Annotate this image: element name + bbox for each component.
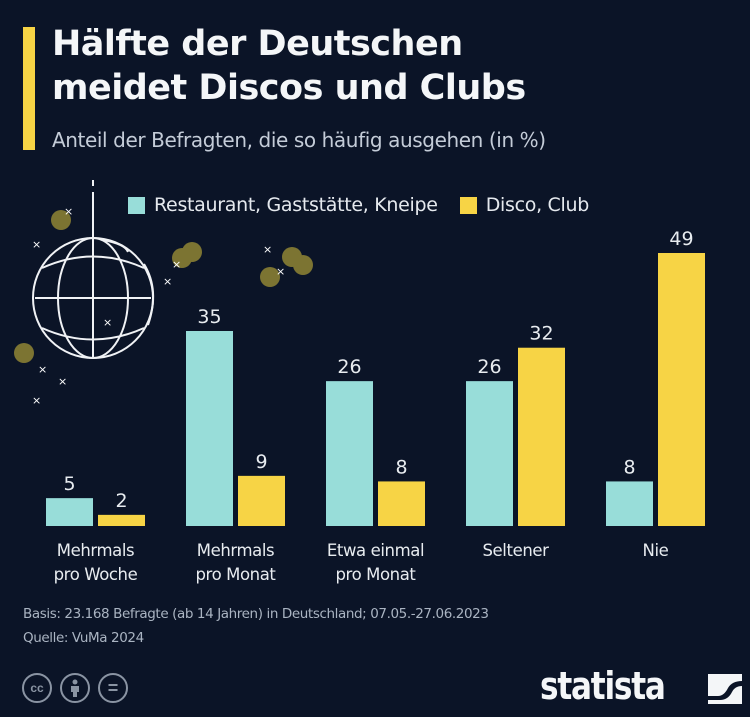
disco-ball-shine [143,263,155,326]
value-labels: 5 2 35 9 26 8 26 32 8 49 [63,228,693,512]
sparkle-x-icon: × [58,375,67,388]
value-label: 8 [395,456,407,478]
bar-restaurant [466,381,513,526]
legend-swatch-disco [459,196,477,214]
bar-disco [658,253,705,526]
category-label: Seltener [482,541,549,560]
category-label: Mehrmals [57,541,135,560]
title-line-2: meidet Discos und Clubs [52,68,526,108]
legend-swatch-restaurant [128,196,145,214]
bar-disco [518,347,565,526]
statista-logo-text: statista [540,664,666,708]
by-icon[interactable] [60,673,90,703]
category-label: pro Monat [335,565,416,584]
sparkle-x-icon: × [103,316,112,329]
footer-source: Quelle: VuMa 2024 [23,630,144,646]
bar-disco [98,514,145,526]
value-label: 8 [623,456,635,478]
legend-item-restaurant: Restaurant, Gaststätte, Kneipe [128,194,438,216]
sparkle-x-icon: × [38,363,47,376]
footer-basis: Basis: 23.168 Befragte (ab 14 Jahren) in… [23,606,489,622]
legend-label-restaurant: Restaurant, Gaststätte, Kneipe [154,194,438,216]
category-label: pro Woche [54,565,138,584]
bar-disco [238,475,285,526]
bar-restaurant [606,481,653,526]
sparkle-x-icon: × [163,275,172,288]
category-labels: Mehrmals pro Woche Mehrmals pro Monat Etwa e… [54,541,669,584]
bar-restaurant [186,331,233,526]
sparkles [14,210,313,363]
sparkle-x-icon: × [32,394,41,407]
disco-ball-latitude [41,255,145,269]
category-label: Mehrmals [197,541,275,560]
value-label: 26 [337,356,361,378]
disco-ball-latitude [41,327,145,341]
value-label: 32 [529,323,553,345]
category-label: Nie [643,541,669,560]
value-label: 2 [115,490,127,512]
sparkle-x-icon: × [276,265,285,278]
disco-ball-illustration [32,180,155,359]
license-icons: cc = [22,673,128,703]
sparkle-x-icon: × [263,243,272,256]
statista-logo-mark-icon [708,674,742,704]
light-dot [51,210,71,230]
light-dot [182,242,202,262]
value-label: 9 [255,451,267,473]
statista-logo[interactable]: statista [540,664,742,708]
sparkle-crosses: × × × × × × × × × × [32,205,285,407]
nd-icon[interactable]: = [98,673,128,703]
legend-item-disco: Disco, Club [459,194,590,216]
title-line-1: Hälfte der Deutschen [52,24,463,64]
value-label: 5 [63,473,75,495]
sparkle-x-icon: × [172,258,181,271]
cc-icon[interactable]: cc [22,673,52,703]
legend: Restaurant, Gaststätte, Kneipe Disco, Cl… [128,194,611,216]
category-label: Etwa einmal [327,541,424,560]
bar-restaurant [46,498,93,526]
person-icon [71,679,79,697]
legend-label-disco: Disco, Club [485,194,590,216]
chart-title: Hälfte der Deutschen meidet Discos und C… [52,22,526,110]
title-accent-bar [23,27,35,150]
chart-subtitle: Anteil der Befragten, die so häufig ausg… [52,128,546,152]
sparkle-x-icon: × [32,238,41,251]
light-dot [260,267,280,287]
disco-ball-shine [102,239,129,253]
value-label: 35 [197,306,221,328]
light-dot [14,343,34,363]
category-label: pro Monat [195,565,276,584]
bar-restaurant [326,381,373,526]
light-dot [293,255,313,275]
sparkle-x-icon: × [64,205,73,218]
value-label: 49 [669,228,693,250]
bar-disco [378,481,425,526]
bars [46,253,705,526]
value-label: 26 [477,356,501,378]
